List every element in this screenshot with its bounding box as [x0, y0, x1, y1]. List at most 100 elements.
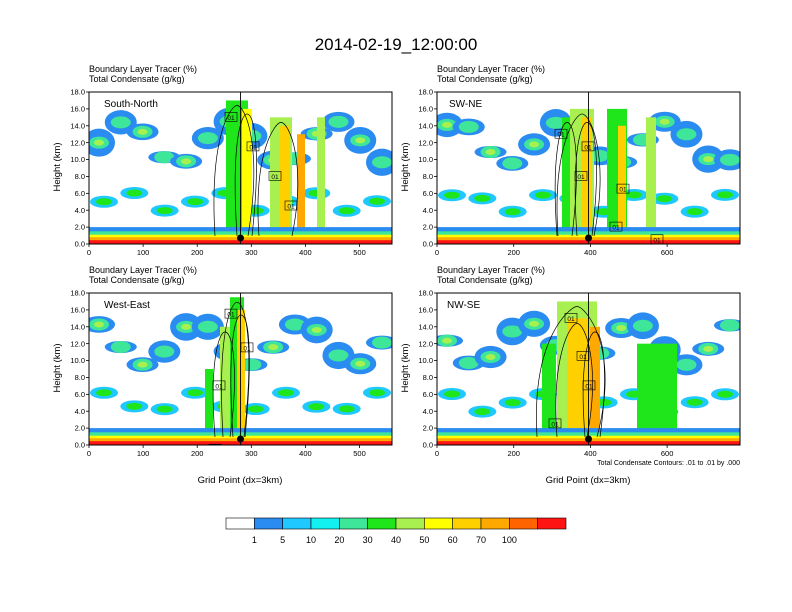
shaded-field: 01 01 01 01 [89, 92, 392, 244]
cloud-blob [372, 156, 392, 169]
y-axis-label: Height (km) [52, 142, 63, 191]
y-tick-label: 2.0 [75, 223, 85, 232]
y-tick-label: 4.0 [75, 407, 85, 416]
condensate-contour [221, 301, 250, 438]
svg-text:01: 01 [585, 383, 593, 390]
y-tick-label: 18.0 [418, 289, 433, 298]
colorbar-label: 40 [391, 535, 401, 545]
cloud-blob [268, 344, 279, 351]
convective-tower [237, 309, 245, 445]
cloud-blob [703, 156, 714, 163]
colorbar-swatch [367, 517, 397, 530]
x-axis-label: Grid Point (dx=3km) [198, 475, 283, 486]
svg-text:01: 01 [227, 312, 235, 319]
y-tick-label: 16.0 [70, 104, 85, 113]
cloud-blob [632, 319, 653, 332]
x-tick-label: 400 [299, 449, 312, 458]
cloud-blob [181, 158, 192, 165]
contour-note: Total Condensate Contours: .01 to .01 by… [597, 460, 740, 467]
convective-tower [567, 318, 587, 445]
y-tick-label: 18.0 [70, 289, 85, 298]
svg-text:01: 01 [567, 316, 575, 323]
panel-title-line-1: Boundary Layer Tracer (%) [89, 64, 197, 74]
plot-area: 01 01 01 01 South-North 0.0 2.0 4.0 6.0 8.0 10.0… [70, 88, 393, 257]
y-tick-label: 12.0 [418, 339, 433, 348]
contour-label: 01 [574, 171, 588, 181]
cloud-blob [338, 405, 355, 413]
cloud-blob [720, 319, 740, 332]
convective-tower [317, 117, 325, 244]
contour-label: 01 [268, 171, 282, 181]
cloud-blob [154, 345, 175, 358]
plot-frame [436, 292, 741, 446]
cloud-blob [442, 337, 452, 344]
svg-text:01: 01 [249, 144, 257, 151]
marker-dot [585, 234, 592, 242]
panel-title-line-2: Total Condensate (g/kg) [437, 74, 533, 84]
condensate-contour [574, 122, 597, 237]
contour-label: 01 [284, 200, 298, 211]
cloud-blob [504, 399, 521, 407]
cloud-blob [284, 318, 305, 331]
cloud-blob [676, 128, 697, 141]
y-tick-label: 4.0 [423, 407, 433, 416]
condensate-contour [554, 122, 577, 237]
svg-text:01: 01 [271, 174, 279, 181]
cloud-blob [94, 321, 104, 328]
cloud-blob [720, 153, 740, 166]
cloud-blob [197, 132, 218, 145]
y-tick-label: 2.0 [423, 424, 433, 433]
cloud-blob [156, 207, 173, 215]
convective-tower [542, 343, 556, 445]
plot-frame [88, 91, 393, 245]
convective-tower [646, 117, 656, 244]
cloud-blob [529, 320, 540, 327]
cloud-blob [110, 116, 131, 129]
cloud-blob [686, 398, 703, 406]
cloud-blob [126, 402, 143, 410]
y-tick-label: 12.0 [70, 339, 85, 348]
colorbar-swatch [282, 517, 312, 530]
plot-area: 01 01 01 01 NW-SE 0.0 2.0 4.0 6.0 8.0 10.0 12.0 14… [418, 289, 741, 458]
contour-label: 01 [212, 380, 226, 390]
cloud-blob [504, 208, 521, 216]
panel-title-line-1: Boundary Layer Tracer (%) [437, 64, 545, 74]
x-tick-label: 300 [245, 248, 258, 257]
x-tick-label: 600 [661, 248, 674, 257]
cloud-blob [444, 390, 460, 398]
cloud-blob [369, 389, 385, 397]
colorbar-swatch [310, 517, 340, 530]
y-axis-label: Height (km) [400, 343, 411, 392]
y-tick-label: 12.0 [70, 138, 85, 147]
colorbar-label: 30 [363, 535, 373, 545]
cloud-blob [659, 118, 670, 125]
cloud-blob [369, 197, 385, 205]
cloud-blob [308, 403, 325, 411]
x-tick-label: 0 [435, 449, 439, 458]
svg-text:01: 01 [227, 115, 235, 122]
convective-tower [297, 134, 305, 244]
y-tick-label: 6.0 [423, 390, 433, 399]
contour-label: 01 [564, 313, 578, 323]
contour-label: 01 [548, 418, 562, 428]
svg-text:01: 01 [619, 187, 627, 194]
contour-label: 01 [554, 128, 568, 139]
contour-label: 01 [616, 183, 630, 194]
colorbar-swatch [225, 517, 255, 530]
contour-label: 01 [208, 443, 222, 445]
condensate-contour [555, 323, 593, 438]
panel-west-east: Boundary Layer Tracer (%) Total Condensa… [52, 265, 393, 486]
colorbar-swatch [254, 517, 283, 530]
colorbar-label: 70 [476, 535, 486, 545]
convective-tower [562, 117, 572, 244]
colorbar: 1 5 10 20 30 40 50 60 70 100 [225, 517, 567, 545]
condensate-contour [230, 314, 250, 438]
colorbar-label: 20 [334, 535, 344, 545]
x-tick-label: 100 [137, 248, 150, 257]
panel-title-line-2: Total Condensate (g/kg) [437, 275, 533, 285]
colorbar-swatch [339, 517, 368, 530]
cloud-blob [676, 358, 697, 371]
x-tick-label: 200 [191, 449, 204, 458]
cloud-blob [197, 320, 218, 333]
